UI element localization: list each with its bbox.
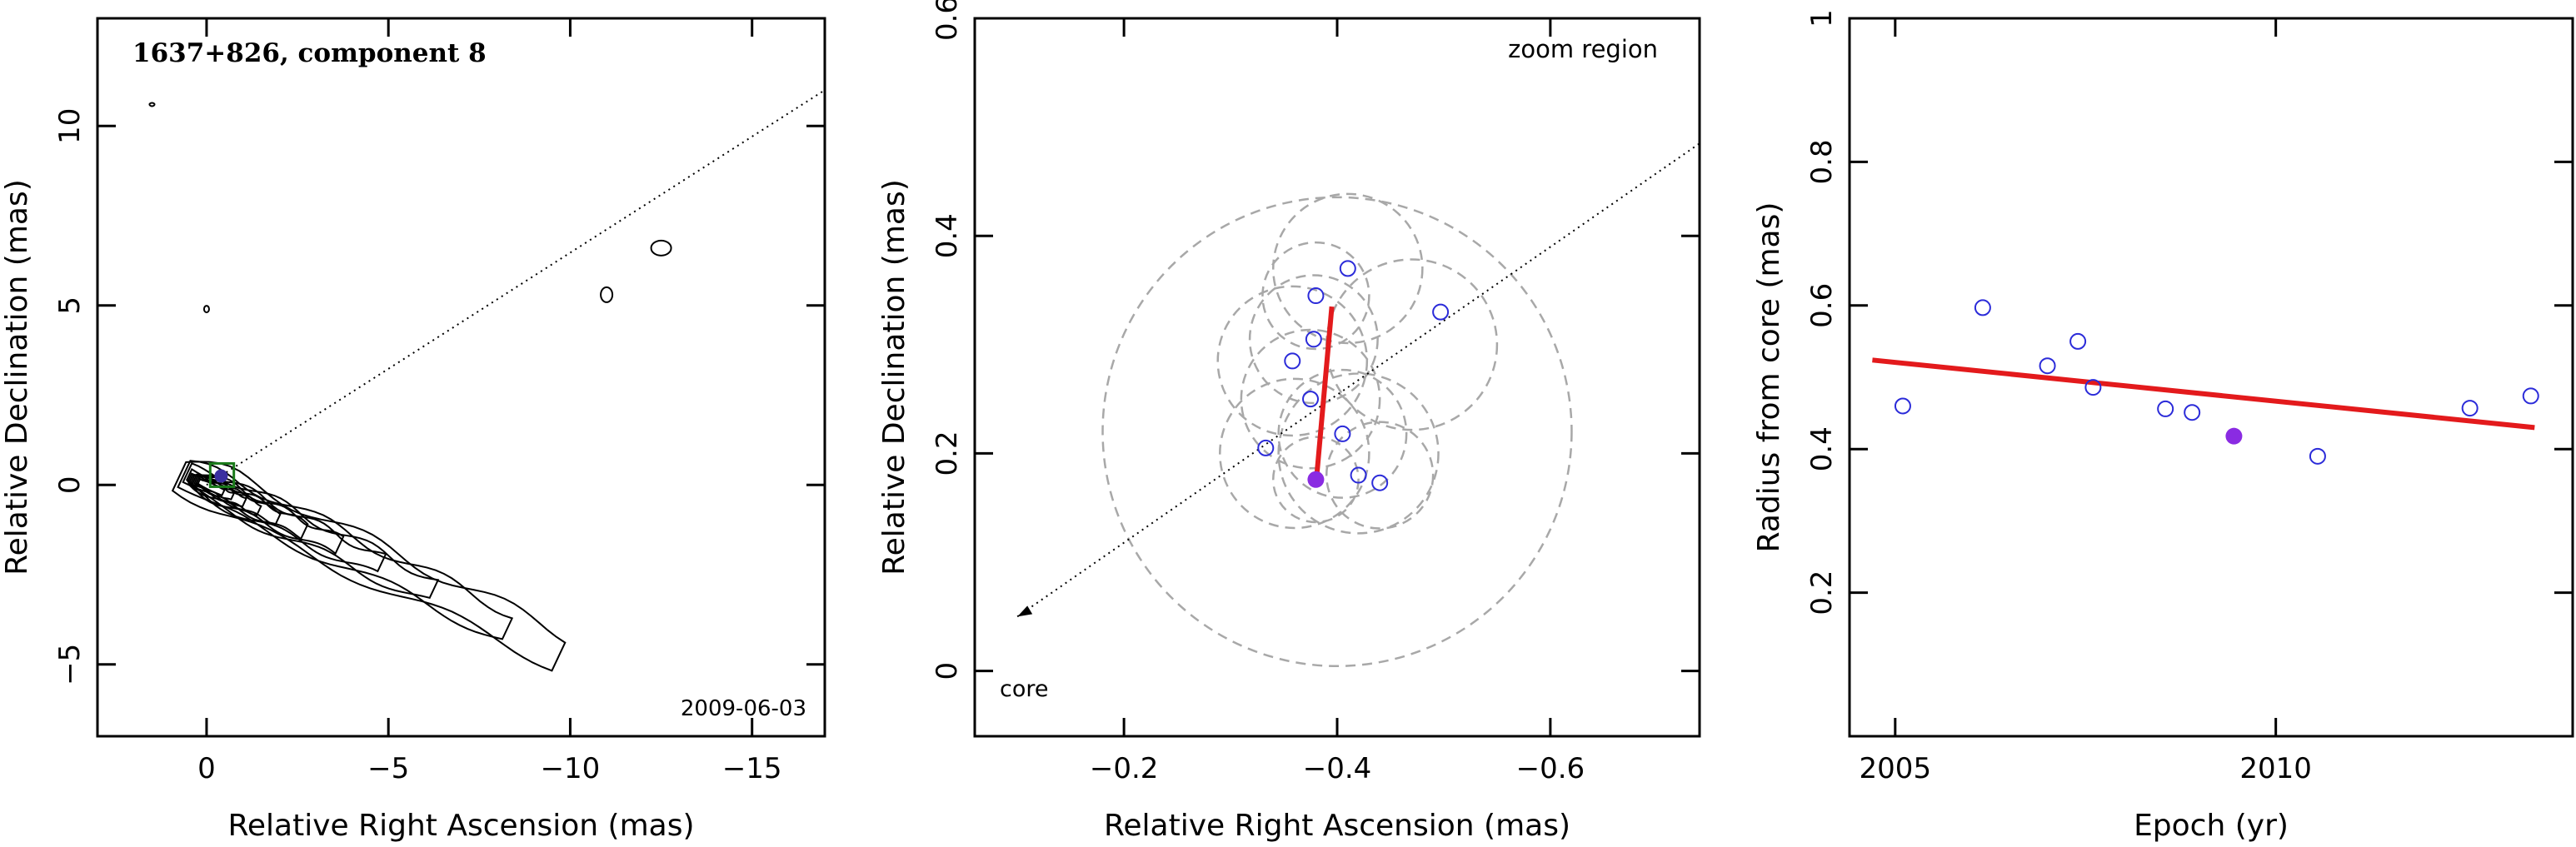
x-tick-label: −0.4 <box>1303 752 1372 785</box>
contour-level <box>171 461 567 672</box>
data-point <box>2084 379 2102 396</box>
data-point <box>2461 400 2479 417</box>
data-point <box>1339 260 1356 277</box>
core-label: core <box>1000 676 1048 702</box>
y-axis-label: Radius from core (mas) <box>1752 202 1786 553</box>
panel-2: −0.2 −0.4 −0.6 0 0.2 0.4 0.6 Relative Right Asc… <box>877 0 1701 843</box>
uncertainty-circle <box>1219 377 1370 530</box>
data-point <box>2069 332 2087 350</box>
highlight-point <box>1307 471 1325 488</box>
y-tick-label: 0.2 <box>931 431 964 476</box>
contour-level <box>197 477 226 497</box>
data-point <box>1284 352 1301 370</box>
panel-3: 2005 2010 0.2 0.4 0.6 0.8 1 Epoch (yr) Radius fr… <box>1752 9 2574 843</box>
uncertainty-circle <box>1216 285 1369 437</box>
contour-map <box>148 89 825 672</box>
data-point <box>1432 303 1450 321</box>
x-tick-label: 2005 <box>1860 752 1932 785</box>
x-tick-label: −15 <box>722 752 782 785</box>
data-point <box>2157 400 2174 417</box>
x-axis-label: Relative Right Ascension (mas) <box>1104 809 1570 843</box>
y-axis-label: Relative Declination (mas) <box>877 179 911 575</box>
epoch-date: 2009-06-03 <box>681 696 806 721</box>
y-tick-label: 0 <box>53 476 87 494</box>
y-tick-label: 0 <box>931 662 964 680</box>
data-point <box>1302 391 1320 408</box>
zoom-region-label: zoom region <box>1508 35 1658 63</box>
plot-frame <box>1848 17 2574 738</box>
contour-level <box>195 476 236 501</box>
contour-level <box>182 462 440 599</box>
zoom-plot <box>1016 142 1700 668</box>
chart-title: 1637+826, component 8 <box>132 38 487 68</box>
direction-line <box>206 89 825 486</box>
y-tick-label: 0.6 <box>931 0 964 41</box>
x-tick-label: 0 <box>197 752 216 785</box>
y-tick-label: 10 <box>53 108 87 144</box>
data-point <box>2184 404 2201 421</box>
contour-level <box>192 475 248 508</box>
x-tick-label: −0.2 <box>1090 752 1159 785</box>
data-point <box>1334 425 1351 442</box>
data-point <box>1257 439 1275 456</box>
uncertainty-circle <box>1271 436 1360 524</box>
data-point <box>1305 331 1322 348</box>
plot-frame <box>96 17 826 738</box>
contour-level <box>187 472 345 556</box>
y-tick-label: 0.6 <box>1805 283 1839 328</box>
data-point <box>1307 287 1325 305</box>
data-point <box>2522 387 2539 405</box>
contour-island <box>148 102 156 107</box>
contour-island <box>650 239 672 257</box>
uncertainty-circle <box>1101 196 1573 668</box>
x-axis-label: Epoch (yr) <box>2134 809 2289 843</box>
contour-level <box>185 468 387 573</box>
data-point <box>2309 447 2326 465</box>
uncertainty-circle <box>1271 192 1424 345</box>
y-tick-label: 0.2 <box>1805 570 1839 615</box>
y-tick-label: 0.4 <box>931 213 964 258</box>
component-marker <box>214 469 228 483</box>
y-tick-label: 5 <box>53 296 87 315</box>
trend-line <box>1313 306 1335 486</box>
y-tick-label: 0.4 <box>1805 426 1839 471</box>
y-tick-label: −5 <box>53 644 87 685</box>
data-point <box>1894 397 1911 415</box>
uncertainty-circle <box>1248 274 1379 405</box>
x-tick-label: −0.6 <box>1516 752 1585 785</box>
uncertainty-circle <box>1325 421 1435 530</box>
panel-1: 0 −5 −10 −15 −5 0 5 10 Relative Right Ascension … <box>0 17 826 843</box>
y-tick-label: 1 <box>1805 9 1839 27</box>
direction-line <box>1016 142 1700 618</box>
zoom-box <box>208 461 236 488</box>
x-tick-label: 2010 <box>2239 752 2312 785</box>
fit-line <box>1872 357 2535 431</box>
x-axis-label: Relative Right Ascension (mas) <box>227 809 694 843</box>
uncertainty-circle <box>1261 241 1370 351</box>
data-point <box>2039 357 2056 375</box>
contour-level <box>177 460 514 640</box>
data-point <box>1974 299 1991 316</box>
x-tick-label: −10 <box>541 752 601 785</box>
uncertainty-circle <box>1277 372 1440 535</box>
x-tick-label: −5 <box>367 752 409 785</box>
contour-island <box>600 286 614 303</box>
data-point <box>1350 466 1367 484</box>
uncertainty-circle <box>1277 368 1408 499</box>
core-arrow-head <box>1017 605 1033 617</box>
highlight-point <box>2225 427 2243 445</box>
data-point <box>1371 474 1389 491</box>
contour-island <box>202 305 210 314</box>
y-tick-label: 0.8 <box>1805 139 1839 184</box>
uncertainty-circle <box>1240 328 1381 470</box>
y-axis-label: Relative Declination (mas) <box>0 179 34 575</box>
